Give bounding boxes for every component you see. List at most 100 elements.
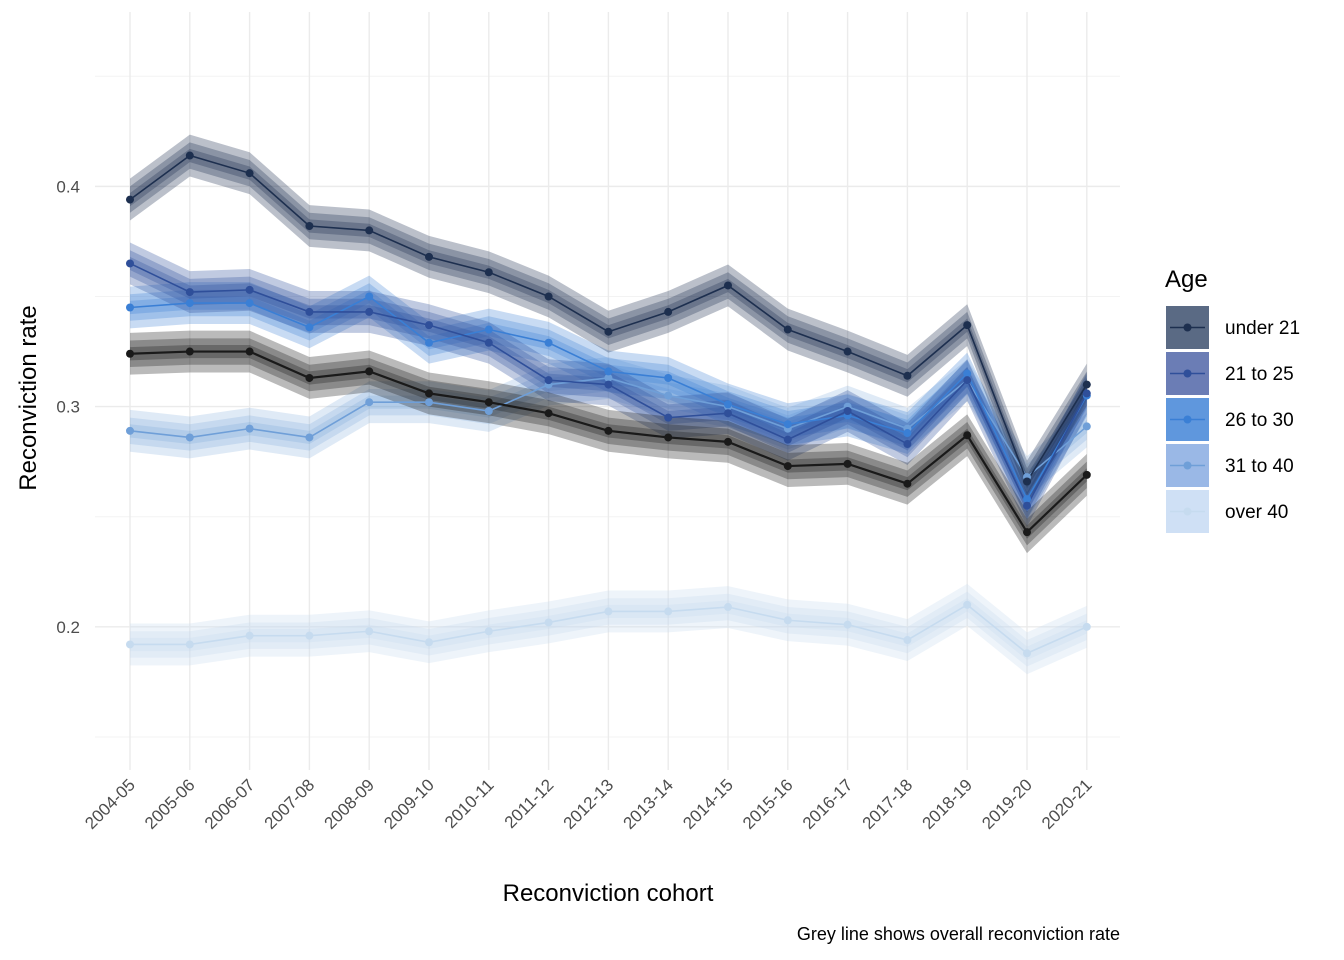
- point-21-to-25: [783, 435, 792, 444]
- point-26-to-30: [604, 367, 613, 376]
- point-26-to-30: [544, 338, 553, 347]
- point-under-21: [1023, 477, 1031, 486]
- point-overall: [245, 347, 254, 356]
- point-21-to-25: [604, 380, 613, 389]
- y-tick-label: 0.2: [56, 618, 80, 637]
- point-under-21: [783, 325, 792, 334]
- point-over-40: [1023, 649, 1031, 658]
- point-under-21: [425, 252, 433, 261]
- point-overall: [365, 367, 374, 376]
- legend-label-26-to-30: 26 to 30: [1225, 410, 1294, 431]
- y-tick-labels: 0.2 0.3 0.4: [56, 177, 80, 636]
- x-axis-title: Reconviction cohort: [503, 880, 714, 907]
- series-points: [126, 151, 1091, 658]
- point-over-40: [1082, 622, 1091, 631]
- x-tick-label: 2017-18: [859, 775, 917, 833]
- point-31-to-40: [484, 407, 493, 416]
- legend-key-point-21-to-25: [1183, 369, 1192, 378]
- point-over-40: [425, 638, 433, 647]
- legend-key-point-26-to-30: [1183, 415, 1192, 424]
- legend-key-point-under-21: [1183, 323, 1192, 332]
- point-21-to-25: [963, 376, 972, 385]
- point-over-40: [305, 631, 314, 640]
- point-26-to-30: [425, 338, 433, 347]
- point-26-to-30: [365, 292, 374, 301]
- point-31-to-40: [126, 426, 134, 435]
- x-tick-label: 2016-17: [799, 775, 857, 833]
- point-over-40: [126, 640, 134, 649]
- point-over-40: [963, 600, 972, 609]
- band-31-to-40: [130, 364, 1087, 491]
- caption: Grey line shows overall reconviction rat…: [797, 924, 1120, 944]
- point-21-to-25: [544, 376, 553, 385]
- x-tick-label: 2010-11: [441, 775, 498, 832]
- point-overall: [185, 347, 194, 356]
- x-tick-label: 2008-09: [320, 775, 378, 833]
- point-overall: [783, 462, 792, 471]
- point-21-to-25: [425, 321, 433, 330]
- point-over-40: [604, 607, 613, 616]
- point-over-40: [903, 636, 912, 645]
- x-tick-label: 2014-15: [679, 775, 737, 833]
- legend-label-31-to-40: 31 to 40: [1225, 456, 1294, 477]
- point-31-to-40: [664, 391, 673, 400]
- x-tick-label: 2005-06: [141, 775, 199, 833]
- point-31-to-40: [245, 424, 254, 433]
- point-21-to-25: [724, 409, 732, 418]
- point-overall: [1023, 528, 1031, 537]
- x-tick-label: 2015-16: [739, 775, 797, 833]
- band-over-40: [130, 591, 1087, 667]
- x-tick-label: 2012-13: [560, 775, 618, 833]
- legend-label-over-40: over 40: [1225, 502, 1288, 523]
- point-under-21: [1082, 380, 1091, 389]
- point-overall: [484, 398, 493, 407]
- point-overall: [425, 389, 433, 398]
- point-21-to-25: [484, 338, 493, 347]
- point-under-21: [185, 151, 194, 160]
- point-21-to-25: [903, 440, 912, 449]
- point-26-to-30: [185, 299, 194, 308]
- point-21-to-25: [664, 413, 673, 422]
- point-overall: [544, 409, 553, 418]
- point-31-to-40: [604, 373, 613, 382]
- point-under-21: [305, 222, 314, 231]
- x-tick-label: 2007-08: [261, 775, 319, 833]
- point-26-to-30: [724, 400, 732, 409]
- point-overall: [664, 433, 673, 442]
- point-21-to-25: [1082, 389, 1091, 398]
- point-overall: [126, 349, 134, 358]
- band-overall: [130, 330, 1087, 554]
- x-tick-label: 2011-12: [501, 775, 558, 832]
- point-under-21: [724, 281, 732, 290]
- point-over-40: [843, 620, 852, 629]
- band-overall: [130, 338, 1087, 546]
- point-over-40: [365, 627, 374, 636]
- point-21-to-25: [245, 285, 254, 294]
- point-31-to-40: [185, 433, 194, 442]
- point-under-21: [126, 195, 134, 204]
- x-tick-label: 2004-05: [81, 775, 139, 833]
- point-over-40: [185, 640, 194, 649]
- point-26-to-30: [903, 429, 912, 438]
- point-21-to-25: [843, 407, 852, 416]
- point-overall: [724, 437, 732, 446]
- point-31-to-40: [1082, 422, 1091, 431]
- legend-label-21-to-25: 21 to 25: [1225, 364, 1294, 385]
- x-tick-label: 2019-20: [978, 775, 1036, 833]
- band-31-to-40: [130, 357, 1087, 499]
- legend-label-under-21: under 21: [1225, 318, 1300, 339]
- band-26-to-30: [130, 283, 1087, 513]
- point-31-to-40: [365, 398, 374, 407]
- point-over-40: [544, 618, 553, 627]
- point-under-21: [664, 307, 673, 316]
- y-tick-label: 0.3: [56, 398, 80, 417]
- point-overall: [963, 431, 972, 440]
- point-over-40: [724, 603, 732, 612]
- band-26-to-30: [130, 275, 1087, 521]
- point-21-to-25: [126, 259, 134, 268]
- point-overall: [305, 373, 314, 382]
- band-over-40: [130, 583, 1087, 675]
- x-tick-label: 2020-21: [1038, 775, 1096, 833]
- point-over-40: [664, 607, 673, 616]
